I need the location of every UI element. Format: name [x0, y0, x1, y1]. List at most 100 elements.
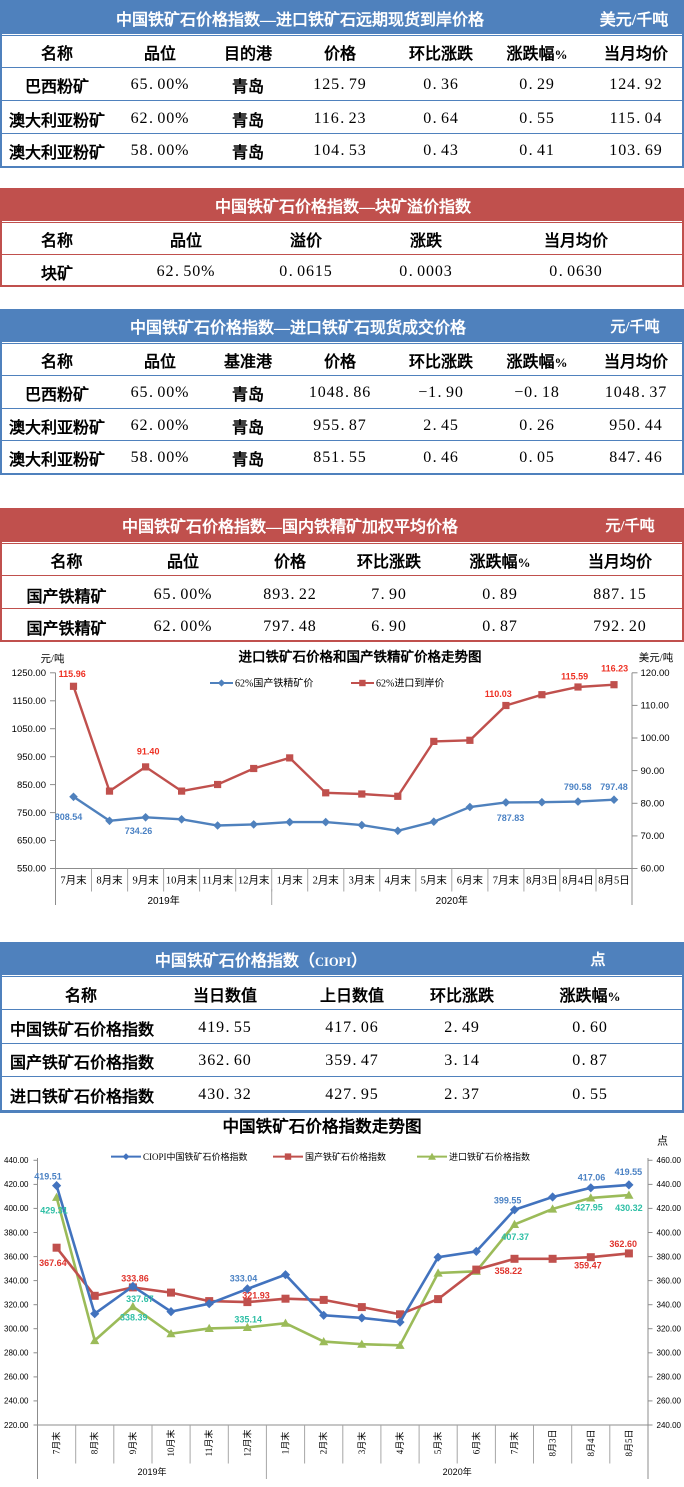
svg-text:400.00: 400.00 [4, 1204, 29, 1213]
svg-text:进口铁矿石价格和国产铁精矿价格走势图: 进口铁矿石价格和国产铁精矿价格走势图 [239, 649, 482, 665]
svg-text:367.64: 367.64 [39, 1258, 67, 1268]
svg-text:850.00: 850.00 [17, 780, 46, 791]
svg-text:7月末: 7月末 [60, 874, 87, 887]
svg-text:380.00: 380.00 [4, 1228, 29, 1237]
svg-text:8月3日: 8月3日 [548, 1429, 558, 1456]
svg-text:787.83: 787.83 [497, 813, 525, 823]
svg-text:440.00: 440.00 [4, 1156, 29, 1165]
svg-text:115.59: 115.59 [561, 672, 588, 682]
svg-text:115.96: 115.96 [59, 669, 86, 679]
svg-text:417.06: 417.06 [578, 1173, 606, 1183]
svg-text:2020年: 2020年 [436, 894, 468, 907]
svg-text:300.00: 300.00 [657, 1349, 682, 1358]
svg-text:750.00: 750.00 [17, 808, 46, 819]
svg-text:333.86: 333.86 [121, 1274, 149, 1284]
svg-text:429.31: 429.31 [40, 1205, 68, 1215]
svg-text:440.00: 440.00 [657, 1180, 682, 1189]
svg-text:427.95: 427.95 [575, 1202, 603, 1212]
svg-text:320.00: 320.00 [657, 1325, 682, 1334]
svg-text:2019年: 2019年 [137, 1466, 166, 1477]
svg-text:2019年: 2019年 [147, 894, 179, 907]
svg-text:80.00: 80.00 [641, 799, 665, 810]
svg-text:2月末: 2月末 [313, 874, 340, 887]
svg-text:9月末: 9月末 [127, 1432, 138, 1455]
svg-text:797.48: 797.48 [600, 782, 628, 792]
svg-text:元/吨: 元/吨 [41, 652, 65, 665]
svg-text:950.00: 950.00 [17, 752, 46, 763]
svg-text:5月末: 5月末 [432, 1432, 443, 1455]
svg-text:90.00: 90.00 [641, 766, 665, 777]
svg-text:240.00: 240.00 [4, 1397, 29, 1406]
svg-text:8月5日: 8月5日 [598, 875, 630, 887]
svg-text:320.00: 320.00 [4, 1301, 29, 1310]
svg-text:260.00: 260.00 [4, 1373, 29, 1382]
svg-text:420.00: 420.00 [657, 1204, 682, 1213]
svg-text:7月末: 7月末 [51, 1432, 62, 1455]
svg-text:220.00: 220.00 [4, 1421, 29, 1430]
svg-text:650.00: 650.00 [17, 836, 46, 847]
svg-text:10月末: 10月末 [166, 874, 198, 887]
svg-text:CIOPI中国铁矿石价格指数: CIOPI中国铁矿石价格指数 [143, 1151, 248, 1162]
svg-text:399.55: 399.55 [494, 1196, 522, 1206]
svg-text:360.00: 360.00 [4, 1252, 29, 1261]
svg-text:4月末: 4月末 [385, 874, 412, 887]
svg-text:1050.00: 1050.00 [12, 724, 46, 735]
svg-text:420.00: 420.00 [4, 1180, 29, 1189]
svg-text:12月末: 12月末 [241, 1429, 252, 1456]
svg-text:7月末: 7月末 [493, 874, 520, 887]
svg-text:419.51: 419.51 [34, 1171, 62, 1181]
svg-text:340.00: 340.00 [657, 1301, 682, 1310]
svg-text:国产铁矿石价格指数: 国产铁矿石价格指数 [305, 1151, 386, 1162]
svg-text:3月末: 3月末 [356, 1432, 367, 1455]
svg-text:9月末: 9月末 [132, 874, 159, 887]
svg-text:1150.00: 1150.00 [12, 696, 46, 707]
svg-text:8月末: 8月末 [89, 1432, 100, 1455]
svg-text:120.00: 120.00 [641, 668, 670, 679]
svg-text:340.00: 340.00 [4, 1276, 29, 1285]
svg-text:280.00: 280.00 [657, 1373, 682, 1382]
svg-text:790.58: 790.58 [564, 782, 592, 792]
svg-text:407.37: 407.37 [501, 1232, 529, 1242]
svg-text:338.39: 338.39 [120, 1313, 148, 1323]
svg-text:7月末: 7月末 [509, 1432, 520, 1455]
svg-text:点: 点 [657, 1135, 668, 1148]
svg-text:3月末: 3月末 [349, 874, 376, 887]
svg-text:美元/吨: 美元/吨 [639, 651, 674, 664]
svg-text:4月末: 4月末 [394, 1432, 405, 1455]
svg-text:11月末: 11月末 [203, 1430, 214, 1457]
svg-text:419.55: 419.55 [615, 1167, 643, 1177]
svg-text:335.14: 335.14 [234, 1315, 262, 1325]
svg-text:337.67: 337.67 [126, 1294, 154, 1304]
svg-text:550.00: 550.00 [17, 864, 46, 875]
svg-text:280.00: 280.00 [4, 1349, 29, 1358]
svg-text:70.00: 70.00 [641, 831, 665, 842]
svg-text:116.23: 116.23 [601, 664, 628, 674]
svg-text:362.60: 362.60 [609, 1239, 637, 1249]
svg-text:359.47: 359.47 [574, 1261, 602, 1271]
svg-text:300.00: 300.00 [4, 1325, 29, 1334]
svg-text:8月5日: 8月5日 [624, 1429, 634, 1456]
svg-text:12月末: 12月末 [238, 874, 270, 887]
svg-text:1月末: 1月末 [277, 874, 304, 887]
svg-text:358.22: 358.22 [495, 1266, 523, 1276]
svg-text:240.00: 240.00 [657, 1421, 682, 1430]
svg-text:1250.00: 1250.00 [12, 668, 46, 679]
svg-text:360.00: 360.00 [657, 1276, 682, 1285]
svg-text:2020年: 2020年 [443, 1466, 472, 1477]
svg-text:中国铁矿石价格指数走势图: 中国铁矿石价格指数走势图 [222, 1116, 421, 1136]
svg-text:430.32: 430.32 [615, 1203, 643, 1213]
svg-text:110.03: 110.03 [485, 689, 512, 699]
svg-text:8月4日: 8月4日 [562, 875, 594, 887]
svg-text:6月末: 6月末 [470, 1432, 481, 1455]
svg-text:62%国产铁精矿价: 62%国产铁精矿价 [235, 677, 313, 690]
svg-text:进口铁矿石价格指数: 进口铁矿石价格指数 [449, 1151, 530, 1162]
svg-text:110.00: 110.00 [641, 701, 669, 712]
svg-text:5月末: 5月末 [421, 874, 448, 887]
svg-text:8月末: 8月末 [96, 874, 123, 887]
svg-text:1月末: 1月末 [280, 1432, 291, 1455]
svg-text:2月末: 2月末 [318, 1432, 329, 1455]
svg-text:8月3日: 8月3日 [526, 875, 558, 887]
svg-text:260.00: 260.00 [657, 1397, 682, 1406]
svg-text:11月末: 11月末 [202, 874, 234, 887]
svg-text:400.00: 400.00 [657, 1228, 682, 1237]
